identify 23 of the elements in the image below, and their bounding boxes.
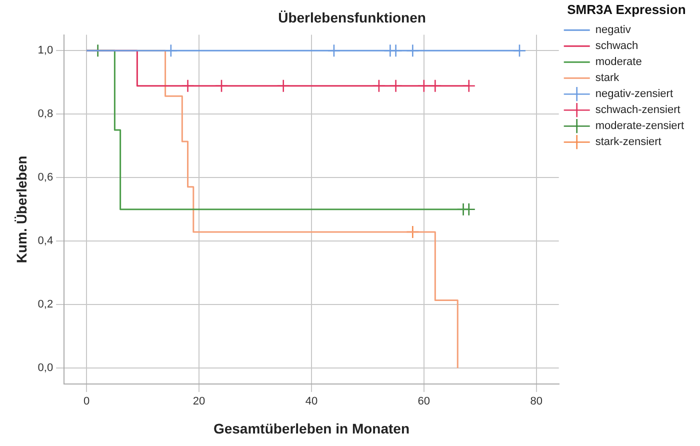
legend-label: negativ (595, 24, 632, 36)
y-axis-title: Kum. Überleben (13, 156, 30, 264)
x-axis-title: Gesamtüberleben in Monaten (213, 420, 410, 436)
x-tick-label: 40 (305, 396, 318, 408)
y-tick-label: 0,2 (38, 298, 54, 311)
y-tick-label: 0,6 (38, 172, 54, 184)
y-tick-label: 0,0 (38, 362, 54, 374)
legend-label: moderate (595, 56, 642, 68)
x-tick-label: 80 (530, 396, 542, 408)
legend-label: moderate-zensiert (595, 120, 684, 132)
legend-label: schwach (595, 40, 638, 52)
legend-label: schwach-zensiert (595, 104, 680, 116)
chart-title: Überlebensfunktionen (278, 9, 426, 26)
y-tick-label: 0,8 (38, 108, 54, 120)
legend-label: negativ-zensiert (595, 88, 674, 100)
y-tick-label: 1,0 (38, 44, 54, 57)
x-tick-label: 20 (192, 396, 206, 408)
legend-label: stark (595, 72, 620, 84)
x-tick-label: 0 (84, 396, 90, 408)
x-tick-label: 60 (418, 396, 430, 408)
legend-title: SMR3A Expression (567, 2, 686, 18)
y-tick-label: 0,4 (38, 235, 54, 248)
legend-label: stark-zensiert (595, 136, 662, 148)
